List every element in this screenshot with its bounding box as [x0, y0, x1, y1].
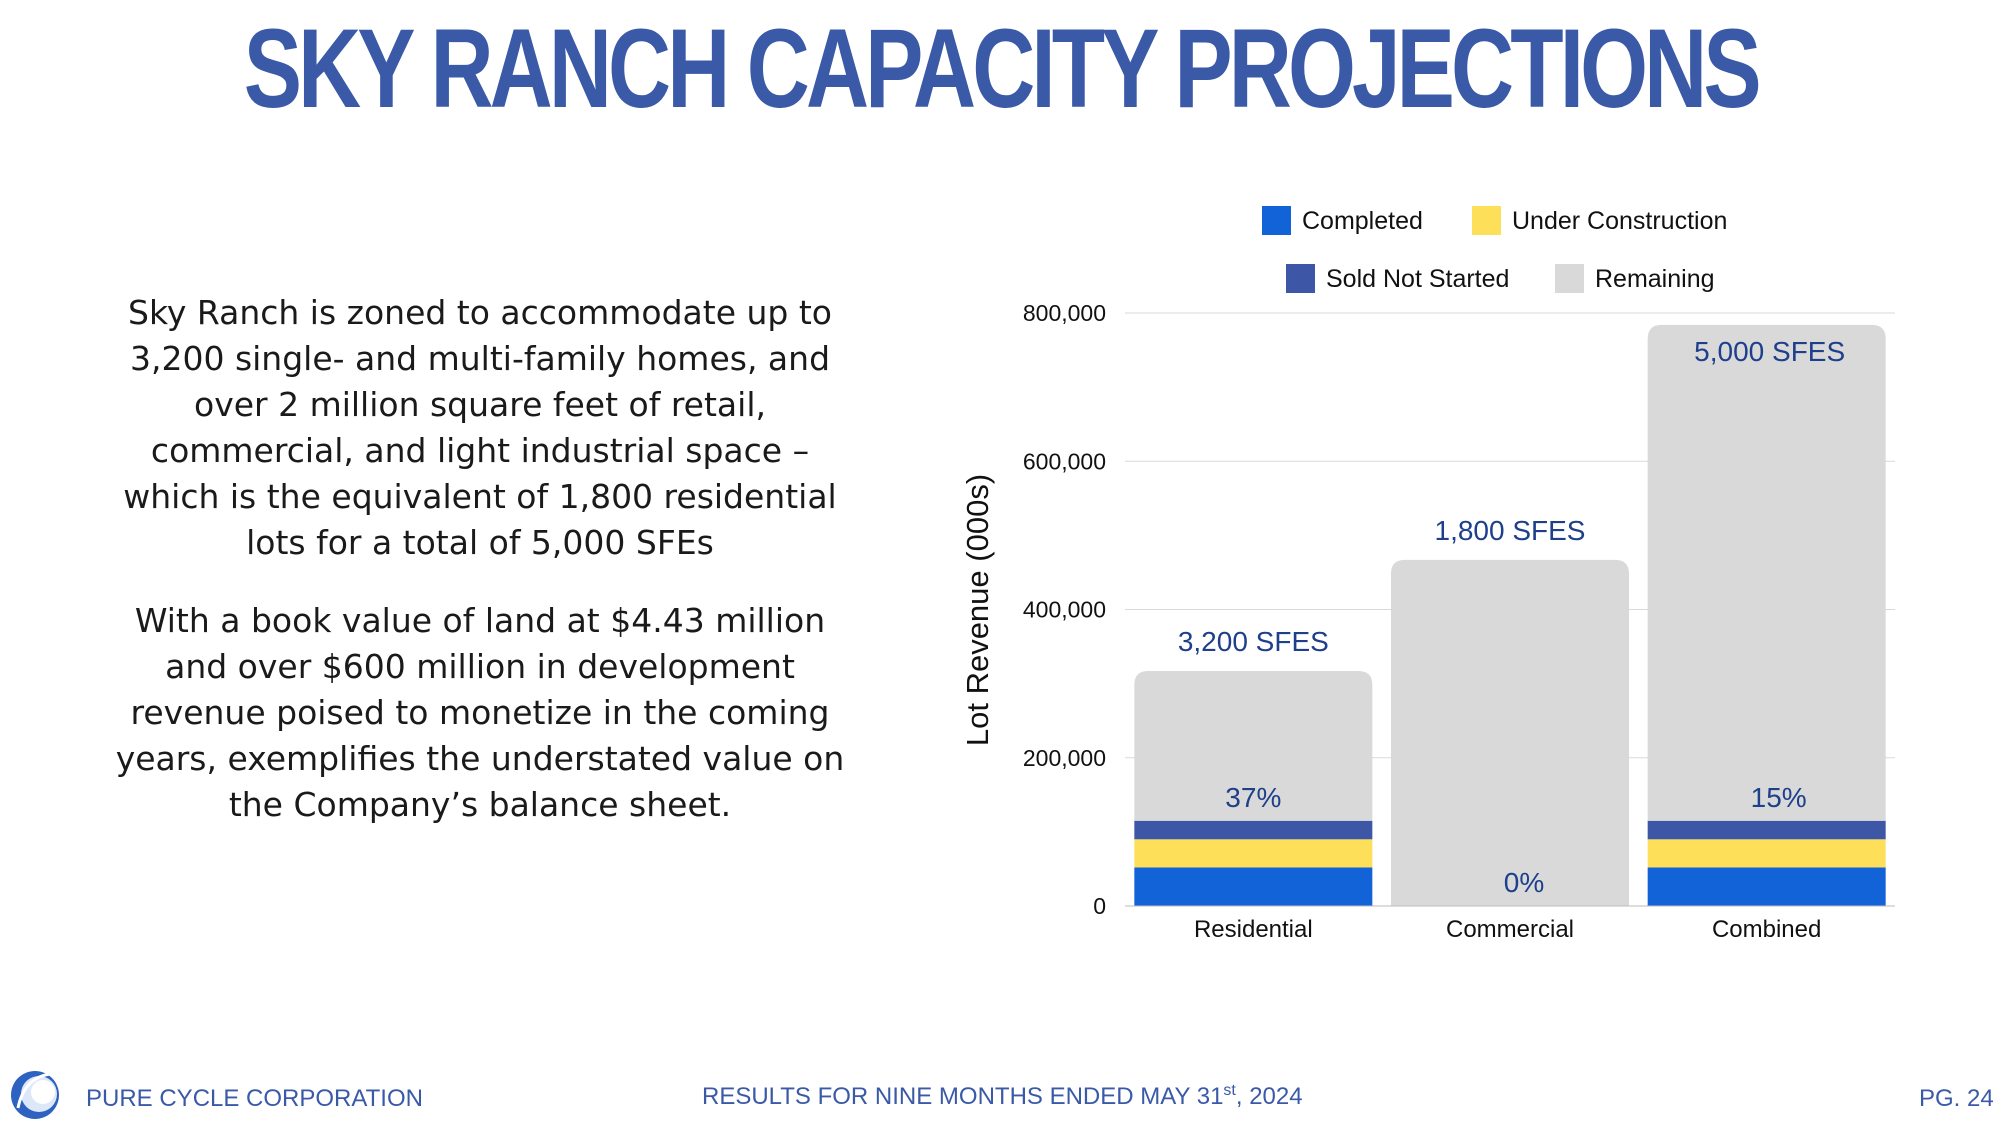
bar-under-construction [1134, 839, 1373, 868]
y-tick-label: 200,000 [1023, 745, 1106, 771]
bar-completed [1134, 867, 1373, 906]
legend-label: Remaining [1595, 265, 1715, 293]
bar-remaining [1134, 671, 1373, 821]
bar-total-label: 5,000 SFES [1694, 336, 1845, 367]
bar-completed [1647, 867, 1886, 906]
y-tick-label: 800,000 [1023, 300, 1106, 326]
x-tick-label: Residential [1194, 916, 1313, 943]
bar-remaining [1391, 559, 1629, 906]
y-tick-label: 600,000 [1023, 448, 1106, 474]
bar-percent-label: 15% [1751, 782, 1807, 813]
intro-paragraph: Sky Ranch is zoned to accommodate up to … [123, 293, 837, 562]
legend-swatch-sold-not-started [1286, 264, 1315, 293]
x-tick-label: Commercial [1446, 916, 1574, 943]
results-superscript: st [1223, 1082, 1236, 1099]
page-title: SKY RANCH CAPACITY PROJECTIONS [243, 6, 1762, 131]
legend-label: Under Construction [1512, 207, 1727, 235]
company-name: PURE CYCLE CORPORATION [86, 1085, 423, 1112]
y-axis-label: Lot Revenue (000s) [960, 474, 995, 746]
y-tick-label: 0 [1093, 893, 1106, 919]
results-suffix: , 2024 [1235, 1083, 1303, 1110]
bar-sold-not-started [1134, 820, 1373, 840]
valuation-paragraph: With a book value of land at $4.43 milli… [115, 601, 845, 824]
legend-label: Sold Not Started [1326, 265, 1509, 293]
legend-swatch-completed [1262, 206, 1291, 235]
results-prefix: RESULTS FOR NINE MONTHS ENDED MAY 31 [702, 1083, 1224, 1110]
bar-sold-not-started [1647, 820, 1886, 840]
page-number: PG. 24 [1919, 1085, 1994, 1112]
pure-cycle-logo-icon [11, 1071, 59, 1119]
bar-total-label: 1,800 SFES [1435, 515, 1586, 546]
x-tick-label: Combined [1712, 916, 1821, 943]
results-period: RESULTS FOR NINE MONTHS ENDED MAY 31st, … [702, 1082, 1303, 1111]
bar-total-label: 3,200 SFES [1178, 626, 1329, 657]
legend-swatch-remaining [1555, 264, 1584, 293]
y-tick-label: 400,000 [1023, 597, 1106, 623]
bar-percent-label: 0% [1504, 867, 1544, 898]
bar-percent-label: 37% [1225, 782, 1281, 813]
legend-label: Completed [1302, 207, 1423, 235]
bar-remaining [1647, 324, 1886, 821]
bar-under-construction [1647, 839, 1886, 868]
legend-swatch-under-construction [1472, 206, 1501, 235]
